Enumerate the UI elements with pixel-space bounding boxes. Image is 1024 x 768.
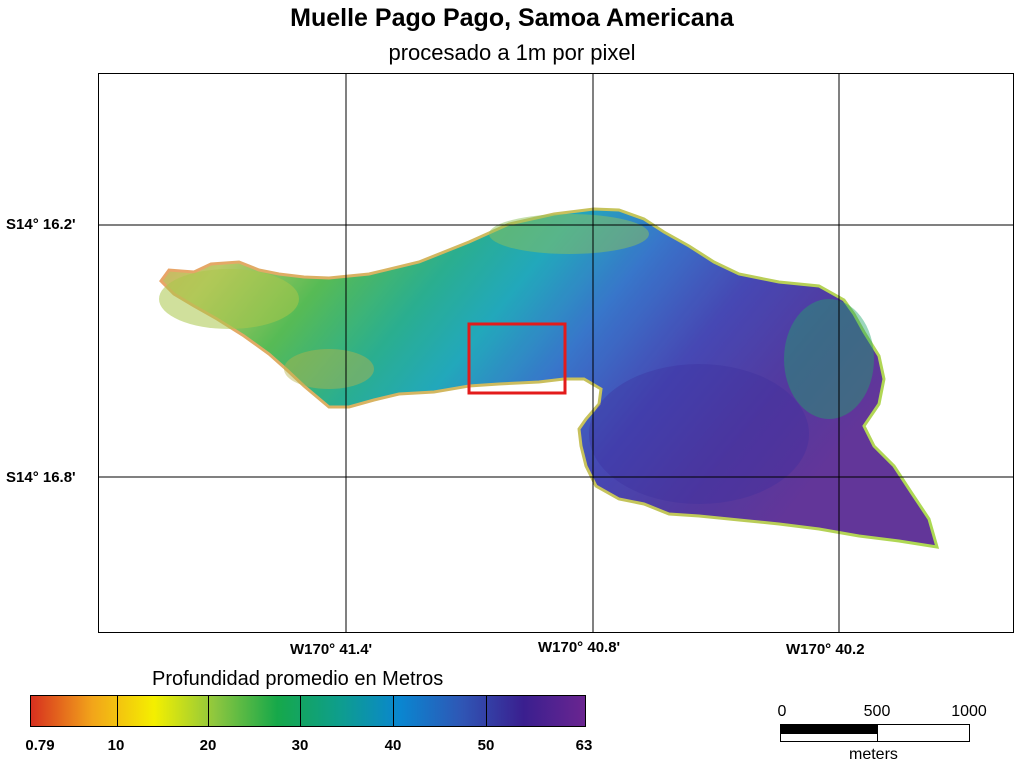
scale-label-0: 0 bbox=[777, 703, 787, 720]
colorbar-label: 30 bbox=[291, 737, 309, 754]
colorbar-label: 20 bbox=[199, 737, 217, 754]
colorbar-label: 0.79 bbox=[25, 737, 55, 754]
colorbar-tick bbox=[208, 696, 209, 726]
map-frame[interactable] bbox=[98, 73, 1014, 633]
map-subtitle: procesado a 1m por pixel bbox=[388, 40, 636, 65]
colorbar-label: 63 bbox=[575, 737, 593, 754]
lon-label-40-8: W170° 40.8' bbox=[538, 639, 621, 656]
colorbar-tick bbox=[117, 696, 118, 726]
legend-title: Profundidad promedio en Metros bbox=[152, 668, 444, 690]
scale-bar bbox=[780, 724, 970, 742]
bathymetry-map bbox=[99, 74, 1013, 632]
harbor-bathymetry-shape bbox=[159, 207, 940, 549]
scale-label-500: 500 bbox=[863, 703, 891, 720]
scale-bar-black-segment bbox=[781, 725, 877, 734]
colorbar-label: 10 bbox=[107, 737, 125, 754]
colorbar-tick bbox=[393, 696, 394, 726]
map-title: Muelle Pago Pago, Samoa Americana bbox=[290, 4, 734, 32]
lat-label-16-8: S14° 16.8' bbox=[6, 469, 76, 486]
colorbar-tick bbox=[300, 696, 301, 726]
scale-label-1000: 1000 bbox=[951, 703, 987, 720]
colorbar-label: 50 bbox=[477, 737, 495, 754]
lon-label-40-2: W170° 40.2 bbox=[786, 641, 865, 658]
lat-label-16-2: S14° 16.2' bbox=[6, 216, 76, 233]
colorbar-tick bbox=[486, 696, 487, 726]
scale-unit: meters bbox=[849, 746, 898, 763]
colorbar-label: 40 bbox=[384, 737, 402, 754]
lon-label-41-4: W170° 41.4' bbox=[290, 641, 373, 658]
scale-bar-divider bbox=[877, 725, 878, 741]
depth-colorbar bbox=[30, 695, 586, 727]
study-area-highlight[interactable] bbox=[467, 322, 567, 395]
